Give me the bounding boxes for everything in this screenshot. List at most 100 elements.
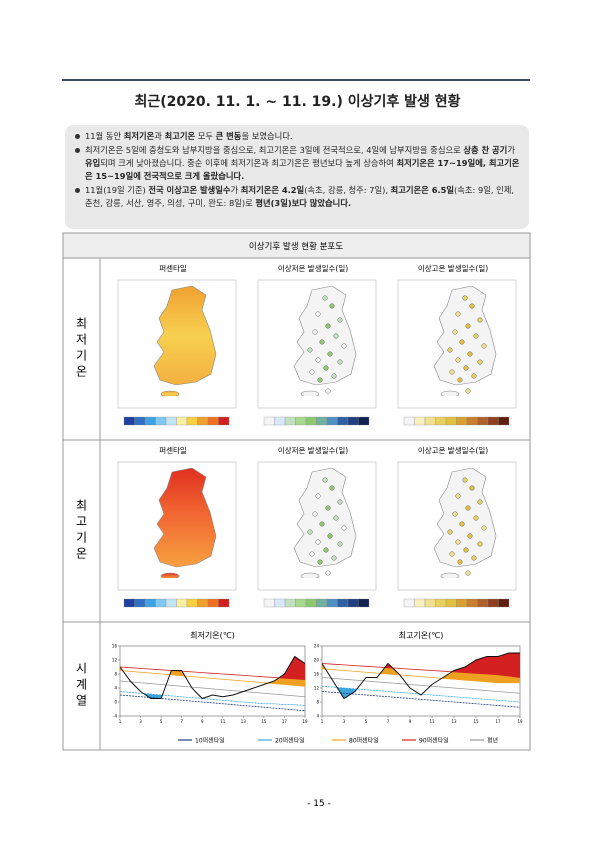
station: [312, 329, 318, 335]
series-line: [321, 668, 520, 684]
color-scale: [176, 598, 188, 608]
color-scale: [134, 598, 146, 608]
station: [325, 570, 331, 576]
x-tick-label: 13: [451, 719, 457, 724]
x-tick-label: 7: [180, 719, 183, 724]
station: [465, 505, 471, 511]
station: [473, 333, 479, 339]
y-tick-label: 24: [314, 644, 320, 649]
y-tick-label: 0: [114, 700, 117, 705]
color-scale: [295, 598, 307, 608]
bullet-text: 최고기온은 6.5일: [390, 185, 455, 195]
station: [315, 493, 321, 499]
station: [333, 515, 339, 521]
station: [477, 499, 483, 505]
station: [465, 570, 471, 576]
color-scale: [218, 416, 230, 426]
color-scale: [207, 598, 219, 608]
station: [457, 559, 463, 565]
station: [465, 388, 471, 394]
station: [447, 529, 453, 535]
station: [449, 369, 455, 375]
color-scale: [186, 598, 198, 608]
x-tick-label: 19: [302, 719, 308, 724]
color-scale: [424, 598, 436, 608]
bullet-text: 유입: [85, 158, 101, 168]
station: [325, 323, 331, 329]
bullet: 11월 동안 최저기온과 최고기온 모두 큰 변동을 보였습니다.: [73, 130, 521, 143]
series-line: [321, 691, 521, 708]
color-scale: [466, 598, 478, 608]
station: [322, 295, 328, 301]
series-line: [119, 670, 306, 687]
bullet-text: 최저기온은 5일에 충청도와 남부지방을 중심으로, 최고기온은 3일에 전국적…: [85, 145, 464, 155]
station: [315, 539, 321, 545]
x-tick-label: 9: [201, 719, 204, 724]
bullet-text: 모두: [195, 131, 216, 141]
color-scale: [155, 416, 167, 426]
summary-box: 11월 동안 최저기온과 최고기온 모두 큰 변동을 보였습니다. 최저기온은 5…: [65, 125, 529, 229]
color-scale: [424, 416, 436, 426]
station: [455, 357, 461, 363]
map-title: 이상고온 발생일수(일): [418, 445, 488, 455]
station: [457, 377, 463, 383]
legend-label: 10퍼센타일: [195, 737, 225, 745]
station: [481, 343, 487, 349]
bullet-text: 최저기온: [123, 131, 155, 141]
legend-label: 80퍼센타일: [349, 737, 379, 745]
color-scale: [358, 598, 370, 608]
y-tick-label: 8: [316, 700, 319, 705]
x-tick-label: 5: [365, 719, 368, 724]
bullet-text: 전국 이상고온 발생일수: [148, 185, 231, 195]
color-scale: [466, 416, 478, 426]
bullet-text: 최고기온: [164, 131, 196, 141]
color-scale: [316, 416, 328, 426]
series-line: [119, 666, 306, 680]
x-tick-label: 1: [119, 719, 122, 724]
bullet-text: 최저기온은 4.2일: [240, 185, 305, 195]
color-scale: [284, 416, 296, 426]
color-scale: [165, 416, 177, 426]
color-scale: [316, 598, 328, 608]
station: [477, 359, 483, 365]
bullet-text: 큰 변동: [215, 131, 242, 141]
color-scale: [347, 598, 359, 608]
x-tick-label: 11: [429, 719, 435, 724]
color-scale: [155, 598, 167, 608]
color-scale: [498, 598, 510, 608]
y-tick-label: 8: [114, 672, 117, 677]
color-scale: [295, 416, 307, 426]
station: [473, 515, 479, 521]
station: [477, 541, 483, 547]
station: [327, 351, 333, 357]
color-scale: [403, 598, 415, 608]
row-label: 최저기온: [74, 317, 88, 381]
station: [455, 311, 461, 317]
station: [465, 323, 471, 329]
station: [317, 377, 323, 383]
page-number: - 15 -: [307, 799, 331, 809]
bullet: 11월(19일 기준) 전국 이상고온 발생일수가 최저기온은 4.2일(속초,…: [73, 184, 521, 210]
color-scale: [197, 416, 209, 426]
color-scale: [284, 598, 296, 608]
station: [341, 525, 347, 531]
station: [312, 511, 318, 517]
x-tick-label: 9: [409, 719, 412, 724]
station: [307, 347, 313, 353]
color-scale: [274, 416, 286, 426]
color-scale: [445, 598, 457, 608]
station: [469, 485, 475, 491]
map-title: 퍼센타일: [159, 263, 187, 273]
color-scale: [456, 598, 468, 608]
y-tick-label: 16: [112, 644, 118, 649]
bullet-text: 11월 동안: [85, 131, 124, 141]
station: [315, 357, 321, 363]
color-scale: [347, 416, 359, 426]
color-scale: [487, 416, 499, 426]
station: [322, 477, 328, 483]
color-scale: [337, 598, 349, 608]
station: [323, 547, 329, 553]
station: [463, 547, 469, 553]
color-scale: [326, 598, 338, 608]
color-scale: [186, 416, 198, 426]
